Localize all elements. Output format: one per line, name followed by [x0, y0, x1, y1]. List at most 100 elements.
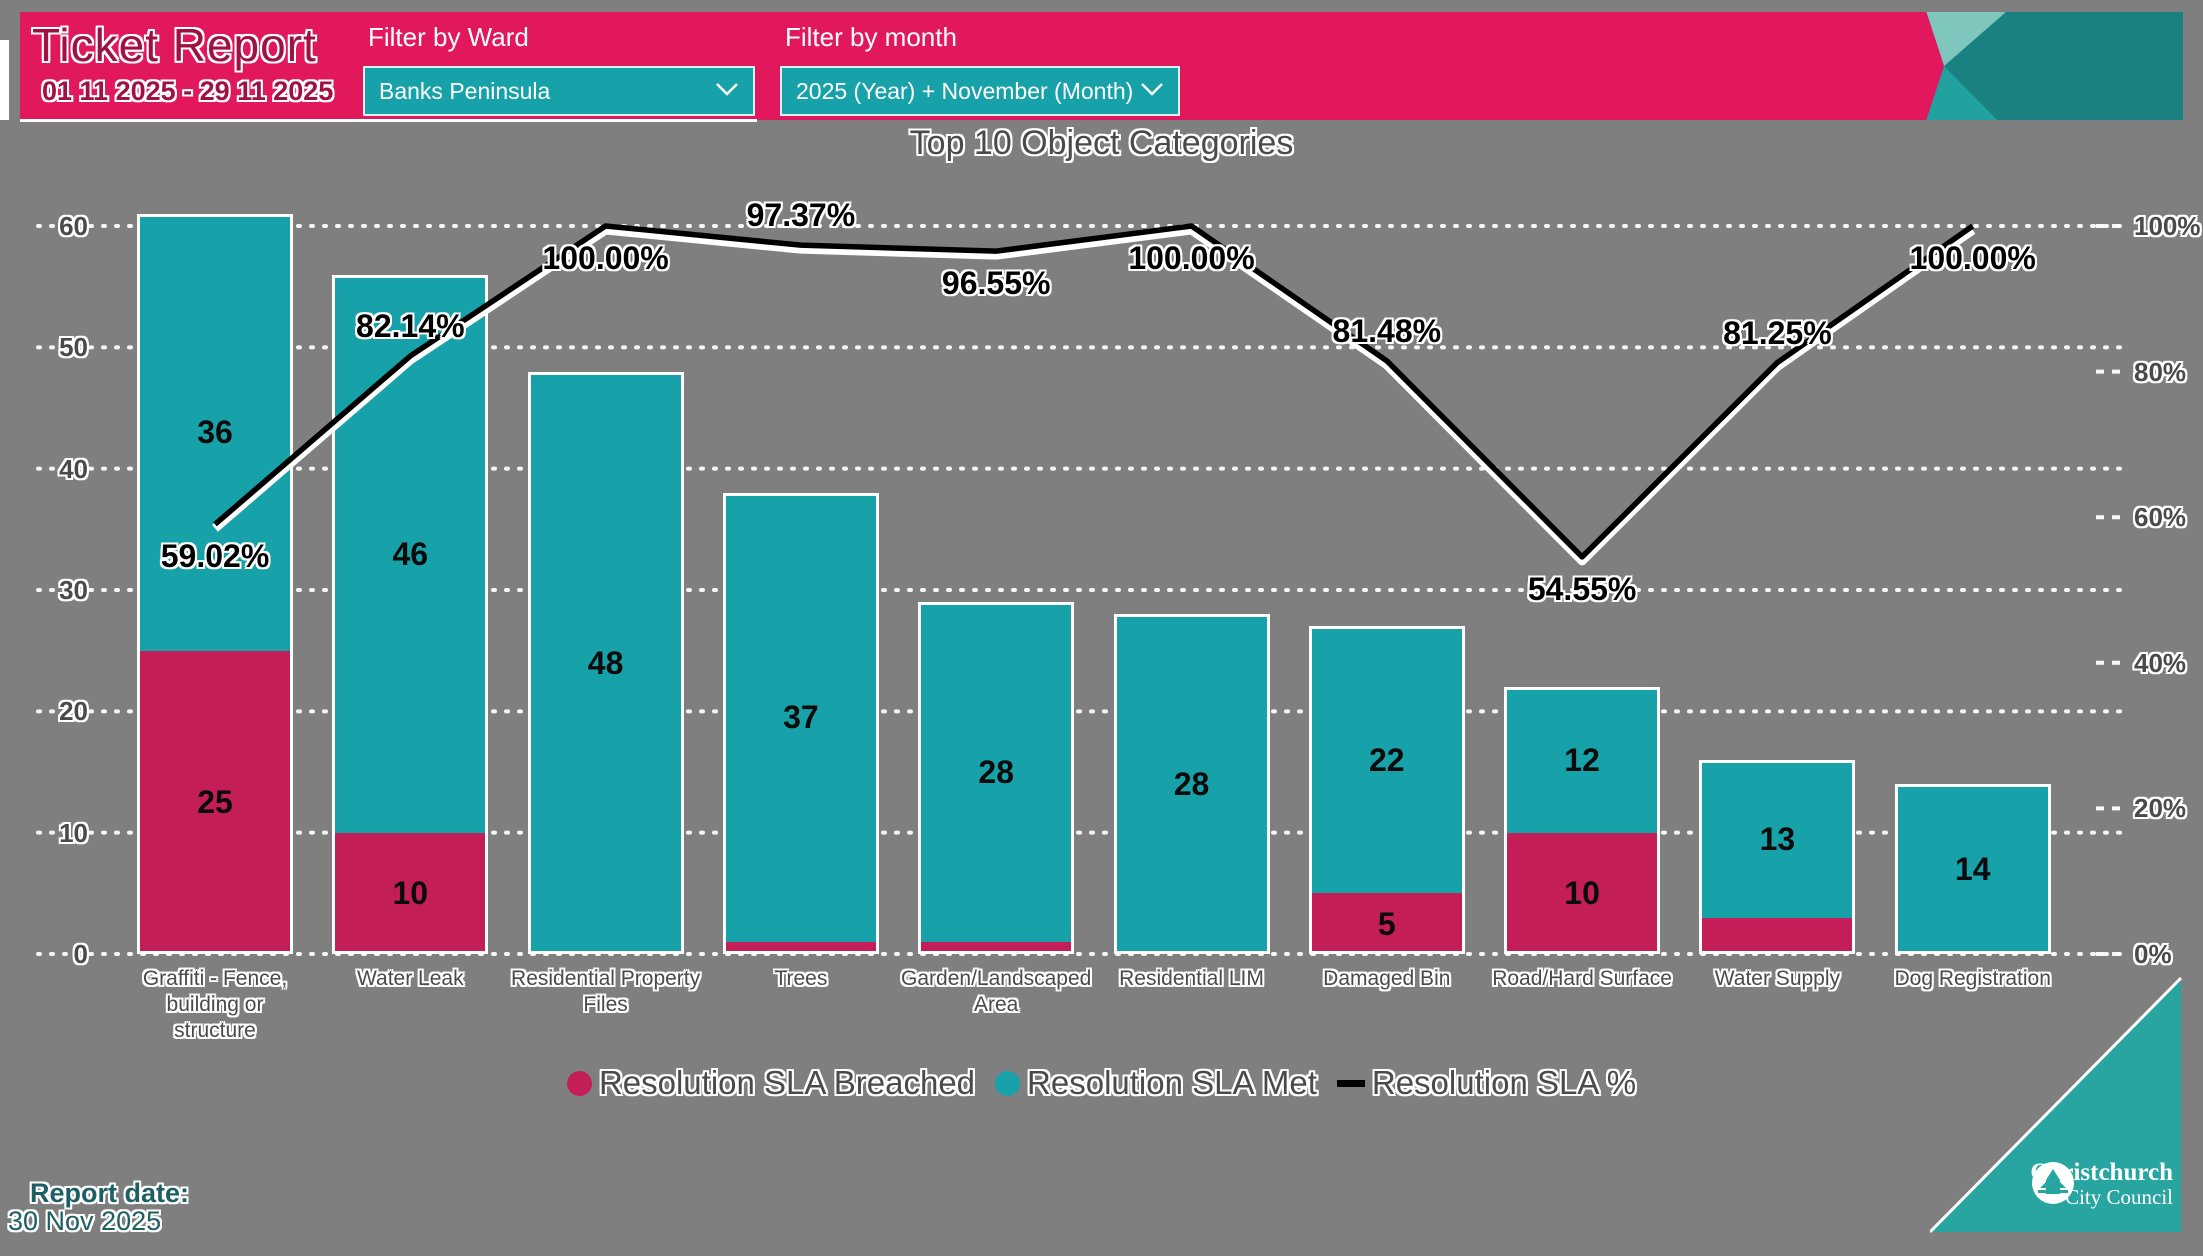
bar-value-met: 12 [1564, 741, 1600, 778]
legend-label: Resolution SLA Met [1027, 1064, 1317, 1101]
x-axis-label: Residential Property Files [500, 966, 712, 1018]
chevron-down-icon [1140, 82, 1164, 101]
left-axis-tick: 10 [59, 817, 88, 848]
bar-value-met: 28 [1173, 766, 1210, 803]
cathedral-icon [2032, 1161, 2075, 1204]
right-axis-tick: 100% [2134, 211, 2201, 241]
report-header: Ticket Report 01 11 2025 - 29 11 2025 Fi… [20, 12, 2183, 120]
header-corner-decoration [1888, 12, 2183, 120]
filter-month-value: 2025 (Year) + November (Month) [796, 77, 1134, 104]
header-underline [20, 119, 757, 122]
sla-percent-label: 82.14% [356, 308, 465, 345]
x-axis-label-line: Area [974, 993, 1019, 1016]
sla-percent-label: 97.37% [746, 197, 856, 234]
x-axis-label-line: Garden/Landscaped [901, 967, 1092, 990]
right-axis-tick: 40% [2134, 647, 2187, 678]
x-axis-label: Water Supply [1671, 966, 1883, 992]
x-axis-label-line: Damaged Bin [1323, 967, 1451, 990]
legend-item-resolution-sla-met[interactable]: Resolution SLA Met [995, 1064, 1317, 1102]
legend-item-resolution-sla-[interactable]: Resolution SLA % [1336, 1064, 1637, 1102]
filter-month-label: Filter by month [785, 22, 957, 52]
circle-marker-icon [995, 1070, 1021, 1096]
sla-percent-label: 100.00% [1909, 240, 2036, 276]
filter-ward-dropdown[interactable]: Banks Peninsula [363, 66, 755, 116]
council-logo-line2: City Council [2065, 1184, 2173, 1209]
bar-value-breached: 5 [1377, 905, 1396, 942]
left-axis-tick: 0 [73, 939, 88, 969]
legend-item-resolution-sla-breached[interactable]: Resolution SLA Breached [566, 1064, 976, 1102]
bar-segment-breached[interactable] [140, 650, 290, 951]
legend-label: Resolution SLA Breached [598, 1064, 976, 1101]
x-axis-label-line: Road/Hard Surface [1492, 967, 1672, 990]
sla-percent-label: 100.00% [1128, 240, 1255, 276]
bar-value-met: 37 [783, 699, 819, 736]
x-axis-label: Damaged Bin [1281, 966, 1493, 992]
page-title: Ticket Report [32, 19, 317, 71]
right-axis-tick: 60% [2134, 502, 2187, 533]
bar-6[interactable] [1113, 614, 1270, 954]
sla-percent-label: 81.25% [1723, 314, 1832, 351]
x-axis-label: Road/Hard Surface [1476, 966, 1688, 992]
bar-8[interactable] [1504, 687, 1661, 954]
sla-percent-label: 100.00% [542, 240, 669, 276]
sla-percent-label: 59.02% [160, 538, 270, 575]
bar-value-met: 36 [197, 414, 233, 451]
x-axis-label-line: Files [583, 993, 628, 1016]
bar-value-met: 48 [587, 644, 624, 681]
filter-ward-label: Filter by Ward [368, 22, 529, 52]
bar-10[interactable] [1894, 784, 2051, 954]
x-axis-label: Graffiti - Fence, building or structure [109, 966, 321, 1044]
bar-value-met: 14 [1954, 851, 1991, 888]
x-axis-label-line: Residential LIM [1119, 967, 1264, 990]
right-axis-tick: 80% [2134, 356, 2187, 387]
legend: Resolution SLA Breached Resolution SLA Me… [0, 1064, 2203, 1102]
x-axis-label: Garden/Landscaped Area [890, 966, 1102, 1018]
x-axis-label-line: Dog Registration [1894, 967, 2051, 990]
report-date-value: 30 Nov 2025 [8, 1206, 162, 1236]
bar-segment-breached[interactable] [1702, 917, 1853, 951]
filter-month-dropdown[interactable]: 2025 (Year) + November (Month) [780, 66, 1180, 116]
sla-percent-label: 81.48% [1332, 312, 1442, 349]
x-axis-label-line: Graffiti - Fence, [142, 967, 288, 990]
left-edge-accent [0, 40, 9, 120]
bar-value-met: 46 [392, 535, 429, 572]
bar-value-met: 22 [1369, 741, 1405, 778]
x-axis-label-line: building or [166, 993, 264, 1016]
x-axis-label-line: Trees [774, 967, 828, 990]
x-axis-label: Residential LIM [1086, 966, 1298, 992]
bar-9[interactable] [1699, 759, 1856, 954]
left-axis-tick: 50 [59, 332, 88, 363]
bar-segment-breached[interactable] [1311, 893, 1462, 951]
bar-7[interactable] [1308, 626, 1465, 954]
bar-4[interactable] [722, 492, 879, 954]
bar-segment-breached[interactable] [335, 832, 486, 951]
x-axis-label-line: structure [174, 1019, 256, 1042]
bar-segment-breached[interactable] [725, 941, 876, 951]
x-axis-label: Water Leak [304, 966, 516, 992]
line-dash-icon [1336, 1079, 1365, 1087]
x-axis-label-line: Water Supply [1714, 967, 1841, 990]
report-date-range: 01 11 2025 - 29 11 2025 [42, 76, 334, 106]
x-axis-label-line: Residential Property [511, 967, 701, 990]
chevron-down-icon [715, 82, 739, 101]
bar-segment-breached[interactable] [921, 941, 1072, 951]
chart-title: Top 10 Object Categories [909, 124, 1294, 162]
bar-segment-breached[interactable] [1507, 832, 1658, 951]
left-axis-tick: 40 [59, 453, 88, 484]
sla-percent-label: 54.55% [1527, 570, 1637, 607]
right-axis-tick: 20% [2134, 793, 2187, 824]
council-logo: Christchurch City Council [2030, 1159, 2173, 1209]
sla-percent-label: 96.55% [941, 265, 1051, 302]
report-date-label: Report date: [30, 1178, 190, 1208]
left-axis-tick: 30 [59, 575, 88, 605]
footer-corner-logo: Christchurch City Council [1930, 976, 2183, 1234]
left-axis-tick: 20 [59, 696, 88, 727]
legend-label: Resolution SLA % [1371, 1064, 1637, 1101]
filter-ward-value: Banks Peninsula [379, 77, 551, 104]
x-axis-label-line: Water Leak [356, 967, 464, 990]
x-axis-label: Dog Registration [1867, 966, 2079, 992]
bar-5[interactable] [918, 602, 1075, 954]
bar-value-breached: 10 [392, 875, 429, 912]
